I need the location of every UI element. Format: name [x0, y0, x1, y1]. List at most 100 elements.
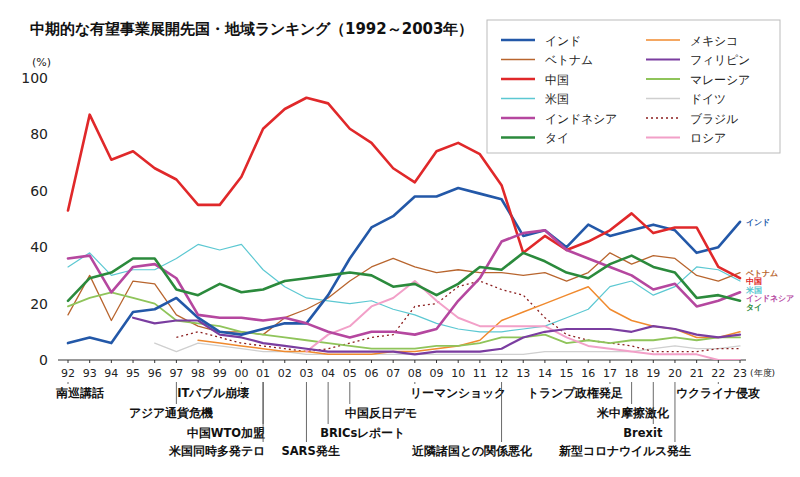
x-tick [588, 360, 589, 363]
x-tick-label: 21 [690, 367, 704, 380]
x-tick [458, 360, 459, 363]
x-tick [414, 360, 415, 363]
y-tick-label: 40 [30, 239, 48, 255]
y-tick-label: 0 [39, 352, 48, 368]
annotation: アジア通貨危機 [129, 406, 213, 420]
x-tick-label: 14 [538, 367, 552, 380]
x-tick [306, 360, 307, 363]
legend-label: ベトナム [545, 53, 593, 67]
series-line [68, 230, 740, 337]
x-tick-label: 92 [61, 367, 75, 380]
x-tick-label: 05 [343, 367, 357, 380]
x-tick-label: 06 [364, 367, 378, 380]
annotation: 米国同時多発テロ [168, 444, 265, 458]
x-tick [111, 360, 112, 363]
series-line [133, 318, 740, 355]
annotation: トランプ政権発足 [527, 386, 623, 400]
x-tick-label: 10 [451, 367, 465, 380]
series-line [68, 244, 740, 331]
legend-label: マレーシア [690, 73, 750, 87]
annotation-leader [68, 382, 69, 384]
legend-label: ブラジル [690, 112, 738, 126]
legend-label: タイ [545, 131, 569, 145]
x-tick [263, 360, 264, 363]
y-axis-label: (%) [32, 56, 51, 69]
x-tick-label: 11 [473, 367, 487, 380]
x-tick-label: 09 [430, 367, 444, 380]
annotation-leader [263, 382, 264, 442]
legend: インドベトナム中国米国インドネシアタイメキシコフィリピンマレーシアドイツブラジル… [487, 20, 780, 153]
series-line [176, 281, 740, 352]
x-tick-label: 97 [169, 367, 183, 380]
x-tick-label: 98 [191, 367, 205, 380]
annotation-leader [349, 382, 350, 404]
annotation: ウクライナ侵攻 [676, 386, 760, 400]
x-tick-label: 08 [408, 367, 422, 380]
x-tick [284, 360, 285, 363]
legend-label: ロシア [690, 131, 726, 145]
annotation: 米中摩擦激化 [596, 406, 670, 420]
x-tick-label: 94 [104, 367, 118, 380]
annotation-leader [501, 382, 502, 442]
annotation: 南巡講話 [55, 386, 104, 400]
x-tick-label: 12 [495, 367, 509, 380]
x-tick [718, 360, 719, 363]
x-tick [68, 360, 69, 363]
x-tick-label: 96 [148, 367, 162, 380]
y-tick-label: 60 [30, 183, 48, 199]
legend-swatch [646, 117, 680, 119]
x-tick [349, 360, 350, 363]
annotation: リーマンショック [410, 386, 506, 400]
annotation: 中国WTO加盟 [187, 426, 265, 440]
end-label: インド [746, 218, 770, 227]
x-axis-label: (年度) [750, 368, 775, 378]
x-tick [328, 360, 329, 363]
x-tick-label: 20 [668, 367, 682, 380]
y-tick [56, 303, 60, 304]
series-line [68, 253, 740, 301]
x-tick [479, 360, 480, 363]
x-tick [89, 360, 90, 363]
x-tick-label: 22 [711, 367, 725, 380]
series-line [68, 188, 740, 343]
x-tick [133, 360, 134, 363]
y-tick [56, 247, 60, 248]
x-tick-label: 15 [560, 367, 574, 380]
x-tick-label: 01 [256, 367, 270, 380]
y-tick [56, 134, 60, 135]
legend-swatch [646, 98, 680, 100]
legend-swatch [646, 39, 680, 41]
legend-swatch [646, 58, 680, 60]
end-label: タイ [746, 303, 762, 312]
annotation-leader [653, 382, 654, 424]
annotation-leader [674, 382, 675, 442]
annotation: 近隣諸国との関係悪化 [411, 444, 533, 458]
legend-swatch [646, 78, 680, 80]
x-tick [219, 360, 220, 363]
annotation: 新型コロナウイルス発生 [558, 444, 691, 458]
legend-label: 米国 [545, 92, 569, 106]
x-tick-label: 23 [733, 367, 747, 380]
x-tick [696, 360, 697, 363]
title: 中期的な有望事業展開先国・地域ランキング（1992～2003年） [30, 20, 474, 38]
annotation-leader [306, 382, 307, 442]
x-tick-label: 13 [516, 367, 530, 380]
annotation-leader [609, 382, 610, 384]
annotation: 中国反日デモ [345, 406, 417, 420]
x-tick [566, 360, 567, 363]
legend-swatch [501, 117, 535, 120]
legend-label: 中国 [545, 73, 569, 87]
annotation-leader [328, 382, 329, 424]
x-tick [501, 360, 502, 363]
annotation: SARS発生 [281, 444, 339, 458]
x-tick-label: 16 [581, 367, 595, 380]
x-tick [631, 360, 632, 363]
x-tick [198, 360, 199, 363]
chart: 中期的な有望事業展開先国・地域ランキング（1992～2003年） (%) 0 20 40… [0, 0, 800, 477]
legend-swatch [501, 136, 535, 139]
x-tick [523, 360, 524, 363]
x-tick-label: 19 [646, 367, 660, 380]
legend-box [487, 20, 780, 153]
annotation-leader [414, 382, 415, 384]
x-tick [609, 360, 610, 363]
